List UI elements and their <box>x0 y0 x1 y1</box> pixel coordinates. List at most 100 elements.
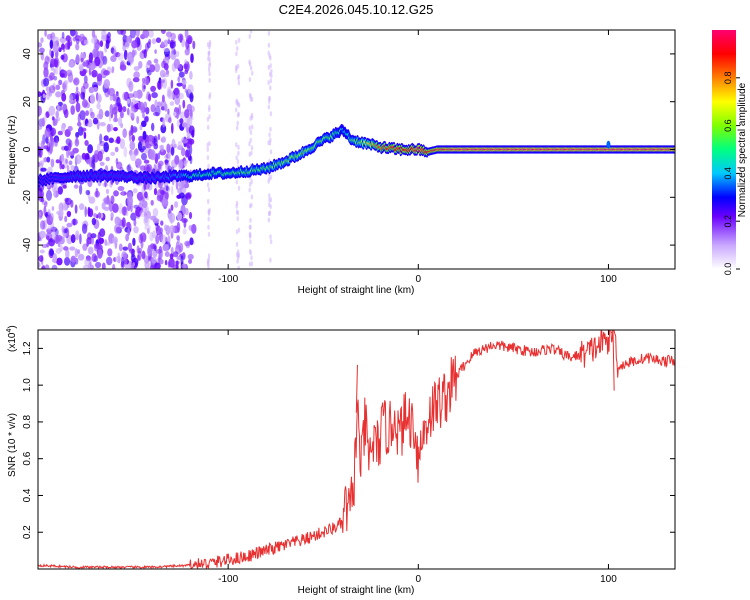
streak-speck <box>269 85 272 91</box>
noise-speck <box>66 222 73 228</box>
noise-speck <box>176 194 182 199</box>
noise-speck <box>75 131 80 138</box>
noise-speck <box>102 55 108 65</box>
noise-speck <box>79 110 86 121</box>
streak-speck <box>248 151 251 157</box>
noise-speck <box>130 30 136 39</box>
snr-lines <box>38 330 675 569</box>
noise-speck <box>38 142 41 147</box>
streak-speck <box>250 145 254 151</box>
noise-speck <box>169 225 175 235</box>
noise-speck <box>177 33 184 42</box>
noise-speck <box>69 246 76 251</box>
noise-speck <box>176 255 182 261</box>
noise-speck <box>97 212 102 219</box>
streak-speck <box>236 251 239 257</box>
colorbar-ticks: 0.0 0.2 0.4 0.6 0.8 <box>723 72 740 275</box>
noise-speck <box>57 186 63 195</box>
streak-speck <box>251 70 254 76</box>
noise-speck <box>44 55 50 65</box>
snr-y-ticks: 0.2 0.4 0.6 0.8 1.0 1.2 <box>22 341 675 539</box>
noise-speck <box>40 167 47 172</box>
noise-speck <box>79 65 84 72</box>
noise-speck <box>167 235 171 246</box>
streak-speck <box>269 257 272 263</box>
noise-speck <box>83 39 89 45</box>
noise-speck <box>53 186 57 198</box>
noise-speck <box>168 212 176 223</box>
noise-speck <box>75 154 82 165</box>
noise-speck <box>138 233 144 244</box>
noise-speck <box>153 58 159 64</box>
noise-speck <box>91 253 97 263</box>
noise-speck <box>105 188 110 195</box>
noise-speck <box>145 78 150 86</box>
streak-speck <box>250 202 253 208</box>
noise-speck <box>170 204 174 211</box>
noise-speck <box>110 151 116 156</box>
noise-speck <box>88 86 95 94</box>
x-tick-label: 100 <box>600 274 617 285</box>
noise-speck <box>160 124 167 134</box>
noise-speck <box>189 116 194 121</box>
streak-speck <box>208 141 211 146</box>
noise-speck <box>86 159 91 165</box>
streak-speck <box>235 179 238 185</box>
noise-speck <box>175 241 180 250</box>
noise-speck <box>186 132 192 138</box>
streak-speck <box>248 33 251 39</box>
streak-speck <box>206 182 210 188</box>
noise-speck <box>49 48 52 57</box>
streak-speck <box>207 51 210 57</box>
noise-speck <box>38 124 43 130</box>
snr-series-line <box>38 330 675 569</box>
noise-speck <box>151 92 158 99</box>
noise-speck <box>80 57 84 63</box>
noise-speck <box>88 196 96 204</box>
noise-speck <box>135 206 142 217</box>
streak-speck <box>237 265 240 269</box>
noise-speck <box>75 86 79 93</box>
snr-spike <box>612 330 615 391</box>
noise-speck <box>49 249 54 256</box>
noise-speck <box>43 205 47 216</box>
streak-speck <box>268 202 271 208</box>
noise-speck <box>133 66 140 71</box>
noise-speck <box>68 94 74 104</box>
streak-speck <box>235 229 239 235</box>
noise-speck <box>176 221 181 233</box>
noise-speck <box>126 221 131 229</box>
noise-speck <box>117 52 124 61</box>
noise-speck <box>149 64 156 73</box>
noise-speck <box>132 262 136 267</box>
noise-speck <box>118 243 123 252</box>
noise-speck <box>119 138 125 150</box>
noise-speck <box>138 101 145 111</box>
noise-speck <box>38 261 41 268</box>
snr-y-scale-exponent: 4 <box>6 329 13 333</box>
streak-speck <box>208 77 211 83</box>
streak-speck <box>207 209 210 214</box>
streak-speck <box>268 95 271 101</box>
noise-speck <box>122 91 128 101</box>
noise-speck <box>181 218 188 223</box>
noise-speck <box>77 249 80 255</box>
noise-speck <box>99 161 105 166</box>
streak-speck <box>235 203 238 209</box>
noise-speck <box>82 243 88 251</box>
noise-speck <box>108 111 112 122</box>
streak-speck <box>235 142 238 148</box>
noise-speck <box>126 35 130 43</box>
noise-speck <box>188 258 193 264</box>
noise-speck <box>63 228 68 234</box>
noise-speck <box>174 201 179 208</box>
noise-speck <box>108 87 116 97</box>
noise-speck <box>121 256 125 268</box>
noise-speck <box>179 118 184 124</box>
streak-speck <box>235 39 238 45</box>
noise-speck <box>174 155 180 165</box>
noise-speck <box>127 195 133 207</box>
noise-speck <box>74 138 80 147</box>
noise-speck <box>77 121 82 127</box>
streak-speck <box>269 111 273 117</box>
